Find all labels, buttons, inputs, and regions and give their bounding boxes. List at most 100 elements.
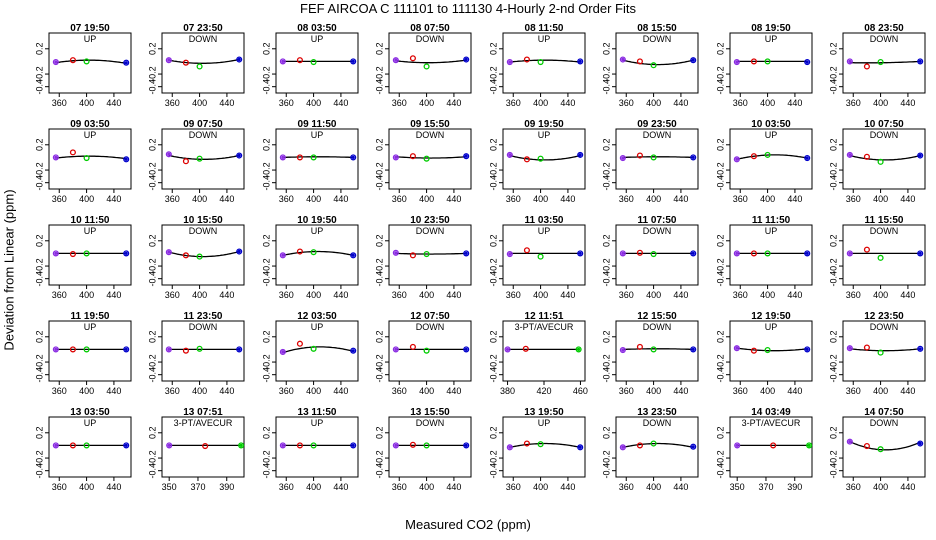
x-tick-label: 400 <box>533 98 548 108</box>
data-point <box>69 251 76 258</box>
data-point <box>238 442 245 449</box>
data-point <box>310 345 317 352</box>
x-tick-label: 400 <box>533 482 548 492</box>
panel-title: 08 15:50 <box>637 23 677 34</box>
x-tick-label: 400 <box>419 194 434 204</box>
data-point-mean <box>807 443 811 448</box>
data-point-mean <box>735 60 739 64</box>
data-point <box>83 155 90 162</box>
data-point <box>52 59 59 66</box>
panel-direction-label: UP <box>538 418 551 428</box>
panel-direction-label: DOWN <box>416 418 445 428</box>
x-tick-label: 400 <box>192 386 207 396</box>
data-point <box>846 250 853 257</box>
data-point-mean <box>394 347 398 352</box>
data-point <box>236 346 243 353</box>
y-tick-label: -0.2 <box>374 450 384 466</box>
data-point-mean <box>281 59 285 64</box>
data-point <box>279 252 286 259</box>
y-tick-label: -0.2 <box>601 354 611 370</box>
data-point <box>69 57 76 64</box>
data-point-mean <box>691 155 695 160</box>
y-tick-label: 0.2 <box>374 235 384 248</box>
panel-direction-label: DOWN <box>416 130 445 140</box>
data-point <box>463 346 470 353</box>
data-point-mean <box>621 348 625 352</box>
fit-curve <box>282 156 354 159</box>
x-tick-label: 360 <box>165 386 180 396</box>
data-point-mean <box>464 154 468 158</box>
y-tick-label: -0.2 <box>601 162 611 178</box>
data-point-mean <box>351 443 355 448</box>
x-tick-label: 360 <box>506 194 521 204</box>
x-tick-label: 360 <box>506 290 521 300</box>
data-point <box>690 443 697 450</box>
data-point <box>863 63 870 70</box>
figure-title: FEF AIRCOA C 111101 to 111130 4-Hourly 2… <box>300 1 636 16</box>
fit-curve <box>55 59 127 64</box>
x-tick-label: 440 <box>560 98 575 108</box>
x-tick-label: 360 <box>619 290 634 300</box>
y-tick-label: -0.4 <box>374 271 384 287</box>
panel-direction-label: UP <box>84 418 97 428</box>
y-tick-label: 0.2 <box>828 235 838 248</box>
y-tick-label: -0.4 <box>488 367 498 383</box>
data-point <box>392 154 399 161</box>
data-point <box>123 346 130 353</box>
panel-frame <box>161 416 245 478</box>
panel-title: 10 11:50 <box>71 215 110 226</box>
data-point-mean <box>351 155 355 160</box>
x-tick-label: 360 <box>165 194 180 204</box>
data-point-mean <box>918 441 922 446</box>
y-tick-label: -0.4 <box>261 367 271 383</box>
data-point <box>733 250 740 257</box>
x-tick-label: 360 <box>846 482 861 492</box>
panel-title: 07 23:50 <box>183 23 223 34</box>
data-point <box>537 59 544 66</box>
data-point <box>69 346 76 353</box>
data-point <box>917 152 924 159</box>
panel-frame <box>48 224 132 286</box>
x-tick-label: 400 <box>533 290 548 300</box>
panel-frame <box>48 32 132 94</box>
data-point <box>917 345 924 352</box>
data-point-mean <box>281 350 285 354</box>
data-point <box>409 252 416 259</box>
data-point-mean <box>508 445 512 449</box>
y-tick-label: -0.2 <box>488 258 498 274</box>
y-tick-label: -0.2 <box>261 450 271 466</box>
data-point <box>537 155 544 162</box>
x-tick-label: 390 <box>219 482 234 492</box>
y-tick-label: 0.2 <box>374 43 384 56</box>
y-tick-label: 0.2 <box>147 139 157 152</box>
y-tick-label: -0.4 <box>828 463 838 479</box>
y-tick-label: 0.2 <box>715 139 725 152</box>
panel-direction-label: DOWN <box>416 322 445 332</box>
panel-direction-label: DOWN <box>189 34 218 44</box>
data-point <box>506 251 513 258</box>
y-tick-label: -0.2 <box>147 450 157 466</box>
y-tick-label: -0.4 <box>261 175 271 191</box>
panel-frame <box>729 320 813 382</box>
y-tick-label: 0.2 <box>601 331 611 344</box>
fit-curve <box>622 348 694 351</box>
data-point <box>690 57 697 64</box>
data-point <box>463 250 470 257</box>
x-tick-label: 440 <box>673 386 688 396</box>
y-tick-label: 0.2 <box>374 139 384 152</box>
y-tick-label: 0.2 <box>261 43 271 56</box>
x-tick-label: 360 <box>619 386 634 396</box>
y-tick-label: -0.4 <box>828 79 838 95</box>
data-point <box>917 250 924 257</box>
data-point <box>506 444 513 451</box>
y-tick-label: -0.4 <box>147 367 157 383</box>
